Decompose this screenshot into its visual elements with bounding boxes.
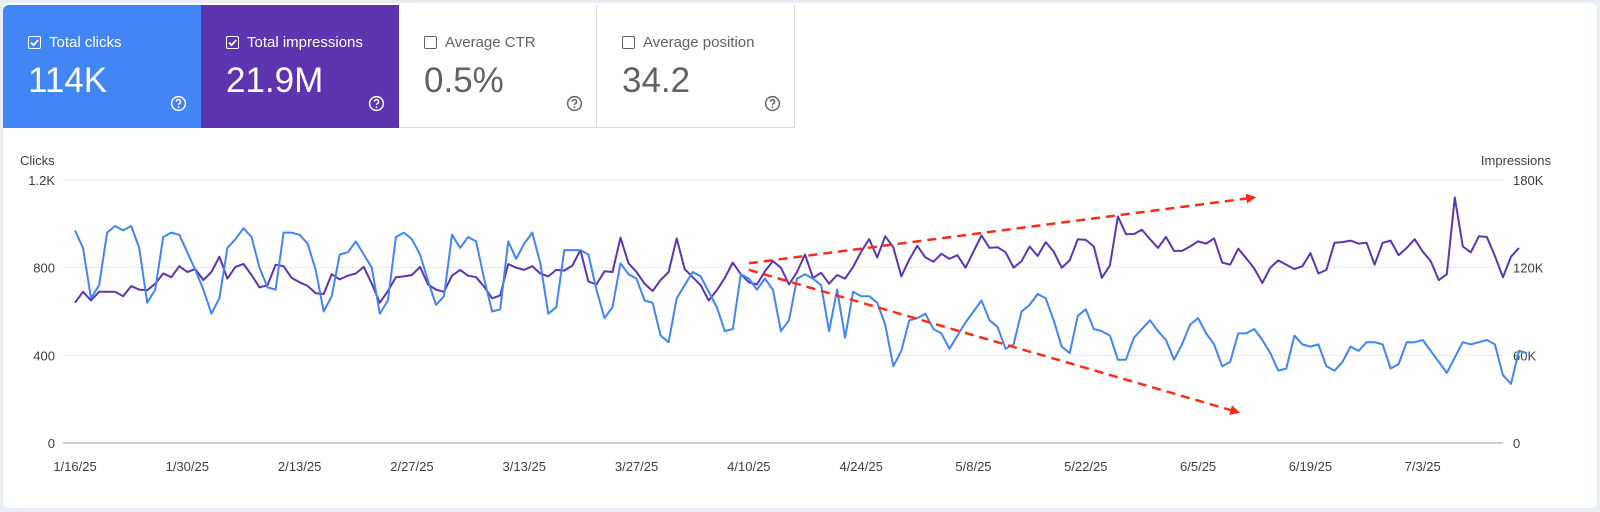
checkbox-icon[interactable] [28,36,41,49]
metric-label: Average position [643,34,755,51]
x-tick-label: 2/13/25 [278,459,321,474]
x-tick-label: 2/27/25 [390,459,433,474]
metric-value: 114K [28,61,108,100]
metric-label: Average CTR [445,34,536,51]
left-tick-label: 400 [33,348,55,363]
metric-card-average-ctr[interactable]: Average CTR 0.5% [399,5,597,128]
left-axis-title: Clicks [20,153,55,168]
x-tick-label: 6/5/25 [1180,459,1216,474]
trend-arrow-up [748,193,1257,265]
performance-card: Total clicks 114K Total impressions 21.9… [3,3,1597,508]
metric-value: 0.5% [424,61,504,100]
x-tick-label: 6/19/25 [1289,459,1332,474]
series-line-impressions [74,196,1520,304]
x-tick-label: 5/22/25 [1064,459,1107,474]
x-tick-label: 4/24/25 [839,459,882,474]
help-circle-icon[interactable] [566,95,583,112]
x-tick-label: 3/13/25 [503,459,546,474]
left-tick-label: 0 [48,436,55,451]
checkbox-icon[interactable] [226,36,239,49]
right-tick-label: 0 [1513,436,1520,451]
help-circle-icon[interactable] [170,95,187,112]
metric-label: Total impressions [247,34,363,51]
metric-cards: Total clicks 114K Total impressions 21.9… [3,5,795,128]
series-lines [74,196,1528,385]
series-line-clicks [74,225,1528,385]
right-tick-label: 120K [1513,261,1544,276]
help-circle-icon[interactable] [764,95,781,112]
trend-arrow-down [748,268,1241,415]
metric-card-average-position[interactable]: Average position 34.2 [597,5,795,128]
metric-value: 21.9M [226,61,324,100]
right-tick-label: 180K [1513,173,1544,188]
x-tick-label: 1/16/25 [53,459,96,474]
right-axis-title: Impressions [1481,153,1552,168]
annotations [748,193,1257,415]
metric-card-total-impressions[interactable]: Total impressions 21.9M [201,5,399,128]
left-tick-label: 1.2K [28,173,55,188]
x-tick-label: 3/27/25 [615,459,658,474]
left-tick-label: 800 [33,261,55,276]
help-circle-icon[interactable] [368,95,385,112]
checkbox-icon[interactable] [622,36,635,49]
metric-card-total-clicks[interactable]: Total clicks 114K [3,5,201,128]
metric-value: 34.2 [622,61,691,100]
metric-label: Total clicks [49,34,122,51]
x-tick-label: 5/8/25 [955,459,991,474]
gridlines [63,179,1503,444]
checkbox-icon[interactable] [424,36,437,49]
x-tick-label: 1/30/25 [166,459,209,474]
x-tick-label: 4/10/25 [727,459,770,474]
x-tick-label: 7/3/25 [1405,459,1441,474]
